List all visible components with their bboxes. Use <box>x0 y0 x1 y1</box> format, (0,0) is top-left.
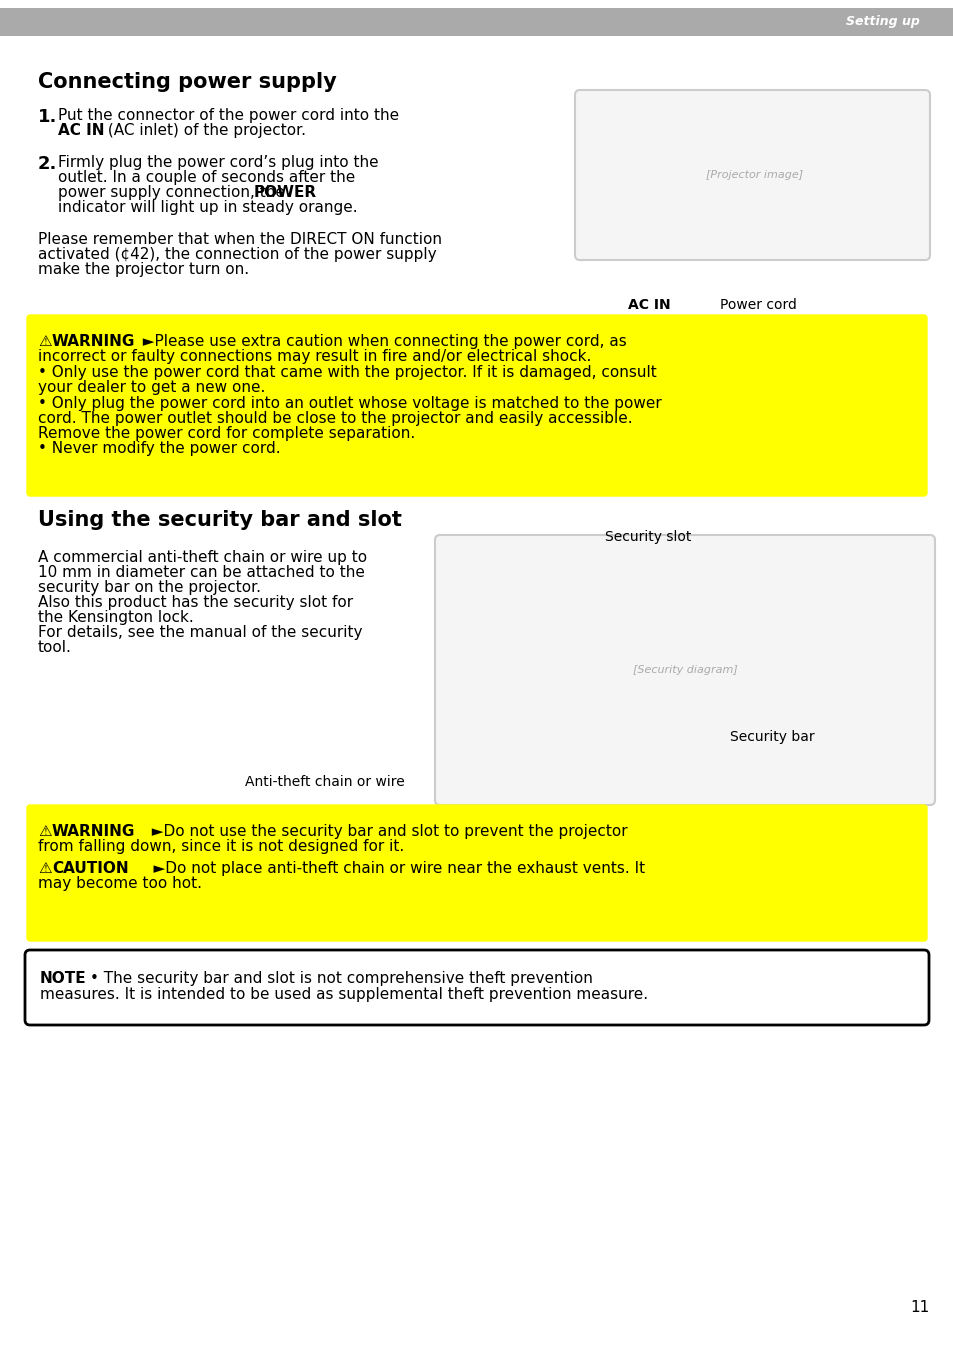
Text: WARNING: WARNING <box>52 333 135 350</box>
Text: activated (¢42), the connection of the power supply: activated (¢42), the connection of the p… <box>38 247 436 262</box>
Text: 2.: 2. <box>38 155 57 173</box>
Text: incorrect or faulty connections may result in fire and/or electrical shock.: incorrect or faulty connections may resu… <box>38 350 591 365</box>
Text: (AC inlet) of the projector.: (AC inlet) of the projector. <box>103 123 306 138</box>
FancyBboxPatch shape <box>27 805 926 941</box>
Text: Remove the power cord for complete separation.: Remove the power cord for complete separ… <box>38 427 415 441</box>
Text: 10 mm in diameter can be attached to the: 10 mm in diameter can be attached to the <box>38 566 364 580</box>
Text: ►Please use extra caution when connecting the power cord, as: ►Please use extra caution when connectin… <box>132 333 626 350</box>
Text: WARNING: WARNING <box>52 824 135 838</box>
Text: • Only use the power cord that came with the projector. If it is damaged, consul: • Only use the power cord that came with… <box>38 364 656 379</box>
Text: Using the security bar and slot: Using the security bar and slot <box>38 510 401 531</box>
Text: • Only plug the power cord into an outlet whose voltage is matched to the power: • Only plug the power cord into an outle… <box>38 396 661 410</box>
Text: Also this product has the security slot for: Also this product has the security slot … <box>38 595 353 610</box>
Text: security bar on the projector.: security bar on the projector. <box>38 580 261 595</box>
Text: Security bar: Security bar <box>729 730 814 744</box>
Text: from falling down, since it is not designed for it.: from falling down, since it is not desig… <box>38 838 404 855</box>
Text: CAUTION: CAUTION <box>52 861 129 876</box>
FancyBboxPatch shape <box>25 950 928 1025</box>
Text: Anti-theft chain or wire: Anti-theft chain or wire <box>245 775 404 788</box>
Text: ⚠: ⚠ <box>38 824 51 838</box>
Text: • Never modify the power cord.: • Never modify the power cord. <box>38 441 280 456</box>
Text: POWER: POWER <box>253 185 316 200</box>
FancyBboxPatch shape <box>27 315 926 495</box>
FancyBboxPatch shape <box>0 8 953 36</box>
Text: tool.: tool. <box>38 640 71 655</box>
Text: A commercial anti-theft chain or wire up to: A commercial anti-theft chain or wire up… <box>38 549 367 566</box>
Text: Power cord: Power cord <box>720 298 796 312</box>
Text: Please remember that when the DIRECT ON function: Please remember that when the DIRECT ON … <box>38 232 441 247</box>
Text: Put the connector of the power cord into the: Put the connector of the power cord into… <box>58 108 403 123</box>
Text: ⚠: ⚠ <box>38 861 51 876</box>
Text: Connecting power supply: Connecting power supply <box>38 72 336 92</box>
Text: AC IN: AC IN <box>627 298 670 312</box>
Text: Firmly plug the power cord’s plug into the: Firmly plug the power cord’s plug into t… <box>58 155 378 170</box>
Text: outlet. In a couple of seconds after the: outlet. In a couple of seconds after the <box>58 170 355 185</box>
Text: may become too hot.: may become too hot. <box>38 876 202 891</box>
Text: [Security diagram]: [Security diagram] <box>632 666 737 675</box>
Text: make the projector turn on.: make the projector turn on. <box>38 262 249 277</box>
Text: ►Do not use the security bar and slot to prevent the projector: ►Do not use the security bar and slot to… <box>142 824 627 838</box>
Text: ►Do not place anti-theft chain or wire near the exhaust vents. It: ►Do not place anti-theft chain or wire n… <box>133 861 644 876</box>
Text: measures. It is intended to be used as supplemental theft prevention measure.: measures. It is intended to be used as s… <box>40 987 647 1002</box>
Text: • The security bar and slot is not comprehensive theft prevention: • The security bar and slot is not compr… <box>90 971 592 986</box>
Text: [Projector image]: [Projector image] <box>706 170 802 180</box>
Text: power supply connection, the: power supply connection, the <box>58 185 290 200</box>
Text: indicator will light up in steady orange.: indicator will light up in steady orange… <box>58 200 357 215</box>
Text: cord. The power outlet should be close to the projector and easily accessible.: cord. The power outlet should be close t… <box>38 410 632 427</box>
FancyBboxPatch shape <box>575 90 929 261</box>
Text: 11: 11 <box>909 1300 928 1315</box>
Text: 1.: 1. <box>38 108 57 126</box>
Text: Setting up: Setting up <box>845 15 919 28</box>
Text: NOTE: NOTE <box>40 971 87 986</box>
FancyBboxPatch shape <box>435 535 934 805</box>
Text: AC IN: AC IN <box>58 123 105 138</box>
Text: your dealer to get a new one.: your dealer to get a new one. <box>38 379 265 396</box>
Text: Security slot: Security slot <box>604 531 691 544</box>
Text: ⚠: ⚠ <box>38 333 51 350</box>
Text: For details, see the manual of the security: For details, see the manual of the secur… <box>38 625 362 640</box>
Text: the Kensington lock.: the Kensington lock. <box>38 610 193 625</box>
